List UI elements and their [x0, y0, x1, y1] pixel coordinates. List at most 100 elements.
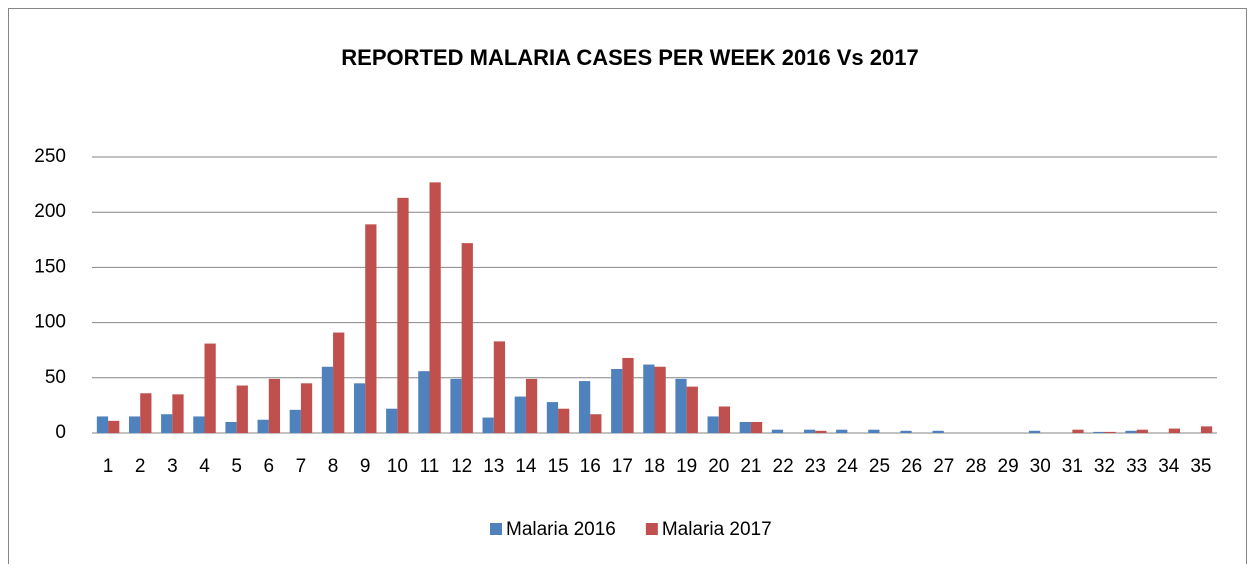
- bar: [140, 393, 152, 433]
- x-tick-label: 21: [740, 456, 761, 477]
- bar: [718, 406, 731, 433]
- x-tick-label: 31: [1062, 456, 1083, 477]
- x-tick-label: 8: [328, 456, 339, 477]
- bar: [386, 408, 398, 433]
- bar: [1104, 431, 1116, 433]
- bar: [739, 421, 751, 433]
- x-tick-label: 28: [965, 456, 986, 477]
- x-tick-label: 17: [612, 456, 633, 477]
- x-tick-label: 9: [360, 456, 371, 477]
- x-tick-label: 14: [515, 456, 537, 477]
- x-tick-label: 12: [451, 456, 472, 477]
- x-tick-label: 22: [773, 456, 794, 477]
- x-tick-label: 18: [644, 456, 665, 477]
- x-tick-label: 16: [580, 456, 601, 477]
- x-tick-label: 2: [135, 456, 146, 477]
- x-tick-label: 4: [199, 456, 210, 477]
- bar: [268, 378, 281, 433]
- bar: [429, 182, 441, 433]
- bar: [450, 378, 462, 433]
- bar: [418, 371, 430, 433]
- legend-swatch: [490, 523, 502, 535]
- bar: [300, 383, 313, 433]
- bar: [654, 366, 666, 433]
- x-tick-label: 15: [548, 456, 569, 477]
- x-tick-label: 7: [296, 456, 307, 477]
- bar: [932, 430, 944, 433]
- bar: [108, 420, 120, 433]
- bar: [397, 197, 409, 433]
- x-tick-label: 25: [869, 456, 890, 477]
- legend-label: Malaria 2017: [662, 519, 772, 540]
- y-tick-label: 0: [55, 422, 66, 443]
- bar: [558, 408, 570, 433]
- bar: [578, 381, 591, 433]
- x-tick-label: 30: [1030, 456, 1051, 477]
- bar: [193, 416, 205, 433]
- x-tick-label: 10: [387, 456, 408, 477]
- x-tick-label: 33: [1126, 456, 1147, 477]
- y-tick-label: 50: [45, 367, 66, 388]
- chart-title: REPORTED MALARIA CASES PER WEEK 2016 Vs …: [341, 45, 918, 70]
- bar: [514, 396, 526, 433]
- chart-border: [8, 8, 1247, 569]
- x-tick-label: 35: [1190, 456, 1211, 477]
- bar: [321, 366, 334, 433]
- bar: [161, 414, 173, 433]
- y-tick-label: 100: [34, 312, 66, 333]
- y-tick-label: 150: [34, 256, 66, 277]
- bar: [815, 430, 827, 433]
- bar: [1200, 426, 1213, 433]
- x-tick-label: 13: [483, 456, 504, 477]
- x-tick-label: 20: [708, 456, 729, 477]
- y-tick-label: 250: [34, 146, 66, 167]
- bar: [128, 416, 141, 433]
- bar: [750, 421, 763, 433]
- x-tick-label: 27: [933, 456, 954, 477]
- bar: [257, 419, 269, 433]
- legend-label: Malaria 2016: [506, 519, 616, 540]
- x-tick-label: 3: [167, 456, 178, 477]
- x-tick-label: 24: [837, 456, 859, 477]
- x-tick-label: 32: [1094, 456, 1115, 477]
- legend-swatch: [645, 523, 658, 535]
- y-tick-label: 200: [34, 201, 66, 222]
- bar: [900, 430, 912, 433]
- bar: [225, 421, 237, 433]
- bar: [611, 368, 623, 433]
- bar: [1168, 428, 1181, 433]
- bar: [365, 224, 377, 433]
- bar: [525, 378, 538, 433]
- x-tick-label: 6: [263, 456, 274, 477]
- bar: [686, 386, 698, 433]
- x-tick-label: 34: [1158, 456, 1180, 477]
- bar: [707, 416, 719, 433]
- x-tick-label: 11: [420, 456, 440, 477]
- x-tick-label: 26: [901, 456, 922, 477]
- bar: [353, 383, 366, 433]
- bar: [1093, 431, 1105, 433]
- bar: [172, 394, 184, 433]
- x-tick-label: 5: [231, 456, 242, 477]
- bar: [1125, 430, 1137, 433]
- bar: [333, 332, 345, 433]
- bar: [643, 364, 655, 433]
- bar: [1136, 429, 1148, 433]
- bar: [836, 429, 848, 433]
- bar: [482, 417, 494, 433]
- x-tick-label: 23: [805, 456, 826, 477]
- x-tick-label: 19: [676, 456, 697, 477]
- bar: [493, 341, 506, 433]
- bar: [204, 343, 216, 433]
- bar: [546, 402, 559, 433]
- bar: [622, 357, 634, 433]
- bar: [289, 409, 301, 433]
- bar: [868, 429, 880, 433]
- x-tick-label: 29: [998, 456, 1019, 477]
- bar: [236, 385, 248, 433]
- bar: [590, 414, 602, 433]
- bar: [675, 378, 687, 433]
- bar: [771, 429, 784, 433]
- x-tick-label: 1: [103, 456, 114, 477]
